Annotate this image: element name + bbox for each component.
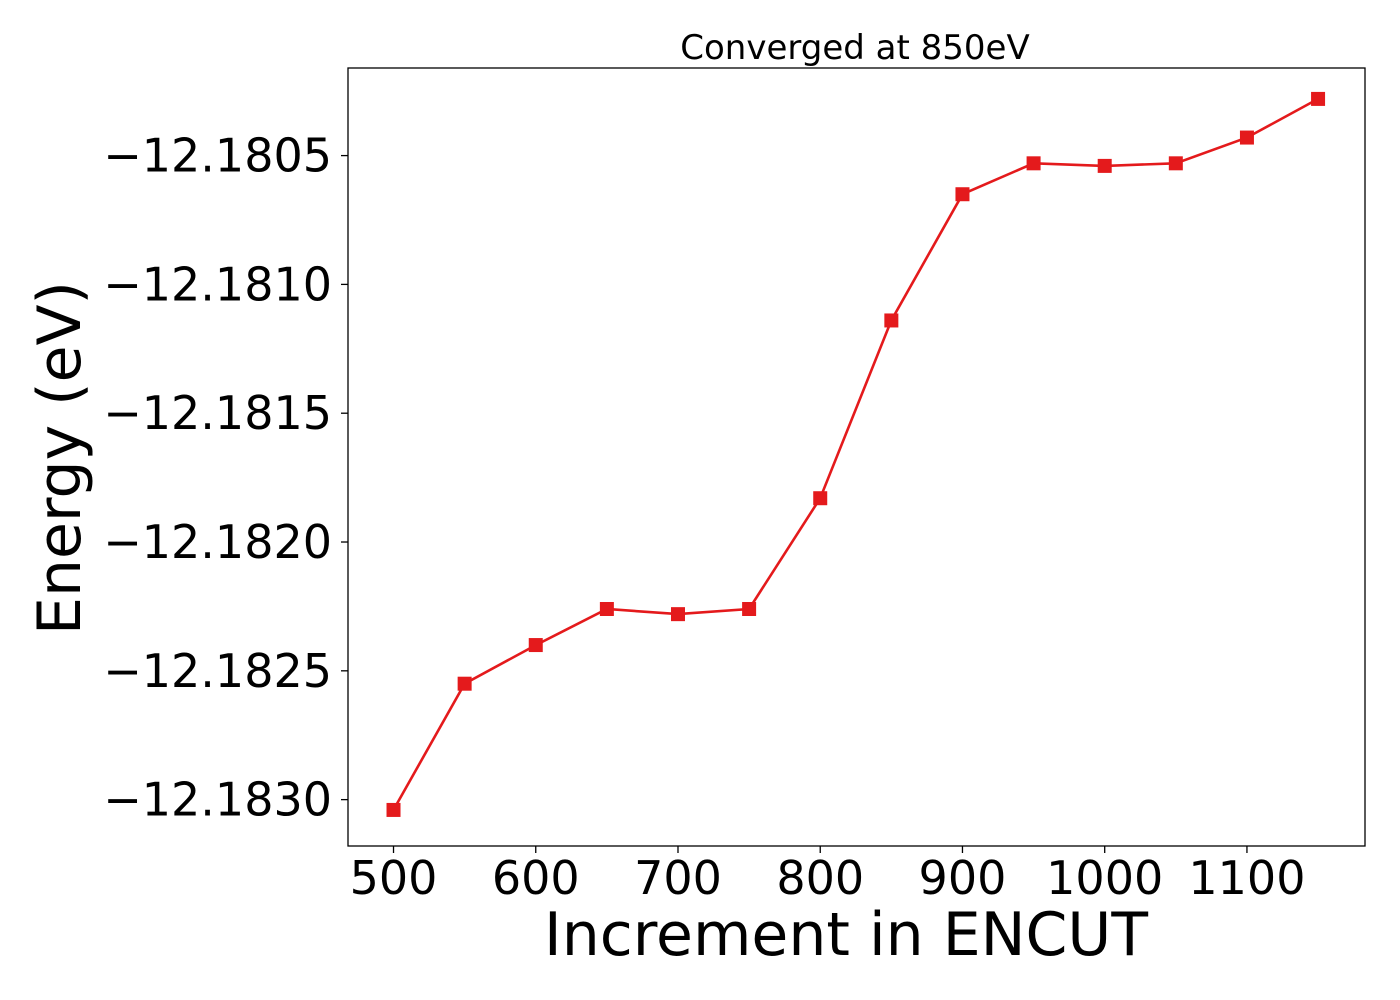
x-axis-ticks: 500 600 700 800 900 1000 1100 bbox=[350, 846, 1305, 905]
data-point-marker bbox=[955, 187, 970, 202]
y-tick-label: −12.1830 bbox=[103, 773, 332, 827]
data-point-marker bbox=[1311, 91, 1326, 106]
data-point-marker bbox=[457, 676, 472, 691]
y-axis-ticks: −12.1830 −12.1825 −12.1820 −12.1815 −12.1810… bbox=[103, 129, 348, 827]
series-line bbox=[392, 97, 1319, 811]
data-point-marker bbox=[528, 638, 543, 653]
x-tick-label: 1100 bbox=[1188, 851, 1305, 905]
data-point-marker bbox=[599, 601, 614, 616]
y-axis-label: Energy (eV) bbox=[25, 281, 95, 635]
y-tick-label: −12.1805 bbox=[103, 129, 332, 183]
x-tick-label: 500 bbox=[350, 851, 438, 905]
data-point-marker bbox=[1026, 156, 1041, 171]
x-tick-label: 700 bbox=[634, 851, 722, 905]
x-tick-label: 900 bbox=[919, 851, 1007, 905]
series-layer bbox=[386, 91, 1326, 817]
x-tick-label: 800 bbox=[776, 851, 864, 905]
data-point-marker bbox=[884, 313, 899, 328]
y-tick-label: −12.1825 bbox=[103, 644, 332, 698]
data-point-marker bbox=[1097, 158, 1112, 173]
y-tick-label: −12.1815 bbox=[103, 386, 332, 440]
x-tick-label: 1000 bbox=[1046, 851, 1163, 905]
plot-area: 500 600 700 800 900 1000 1100 −12.1830 −12.1825… bbox=[103, 67, 1366, 905]
x-tick-label: 600 bbox=[492, 851, 580, 905]
plot-frame bbox=[347, 67, 1366, 847]
data-point-marker bbox=[670, 607, 685, 622]
data-point-marker bbox=[386, 802, 401, 817]
data-point-marker bbox=[742, 601, 757, 616]
data-point-marker bbox=[1168, 156, 1183, 171]
chart-title: Converged at 850eV bbox=[680, 28, 1029, 68]
data-point-marker bbox=[813, 491, 828, 506]
data-point-marker bbox=[1239, 130, 1254, 145]
x-axis-label: Increment in ENCUT bbox=[544, 900, 1148, 970]
y-tick-label: −12.1820 bbox=[103, 515, 332, 569]
y-tick-label: −12.1810 bbox=[103, 257, 332, 311]
